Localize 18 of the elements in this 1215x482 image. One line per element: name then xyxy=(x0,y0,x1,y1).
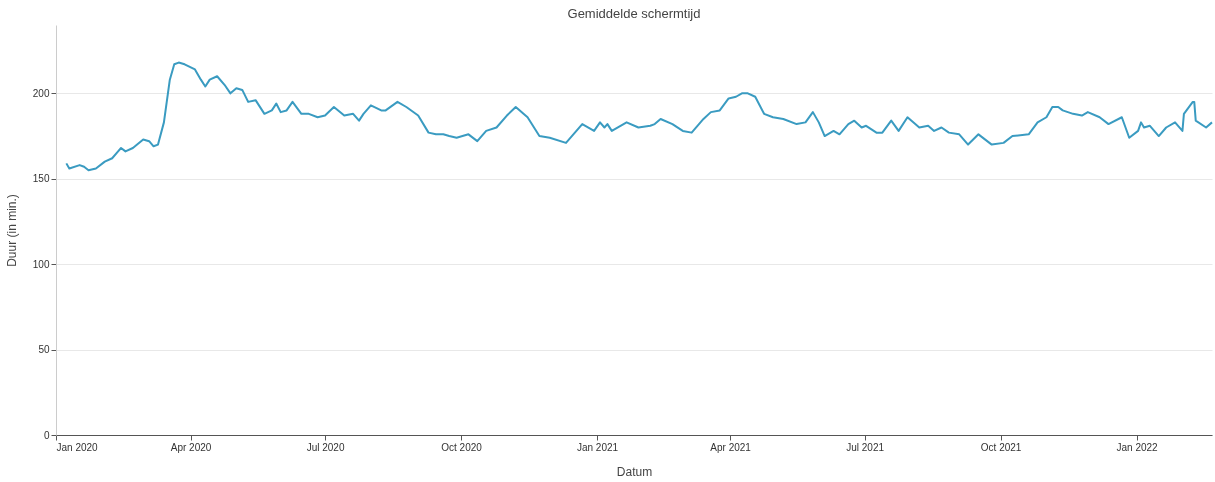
y-tick-label: 100 xyxy=(32,258,50,270)
x-tick-label: Apr 2021 xyxy=(710,441,752,453)
chart-title: Gemiddelde schermtijd xyxy=(567,6,701,21)
y-tick-label: 0 xyxy=(43,429,50,441)
y-axis-title: Duur (in min.) xyxy=(4,194,19,267)
x-tick-label: Jan 2020 xyxy=(56,441,99,453)
x-tick-label: Jul 2021 xyxy=(846,441,885,453)
x-tick-label: Jul 2020 xyxy=(306,441,345,453)
x-tick-label: Oct 2020 xyxy=(441,441,483,453)
x-tick-label: Oct 2021 xyxy=(980,441,1022,453)
x-tick-label: Jan 2021 xyxy=(576,441,619,453)
y-tick-label: 150 xyxy=(32,173,50,185)
y-tick-label: 50 xyxy=(38,344,50,356)
y-tick-label: 200 xyxy=(32,87,50,99)
x-axis-title: Datum xyxy=(616,464,653,479)
line-series xyxy=(65,61,1213,172)
x-tick-label: Apr 2020 xyxy=(170,441,212,453)
x-tick-label: Jan 2022 xyxy=(1116,441,1159,453)
